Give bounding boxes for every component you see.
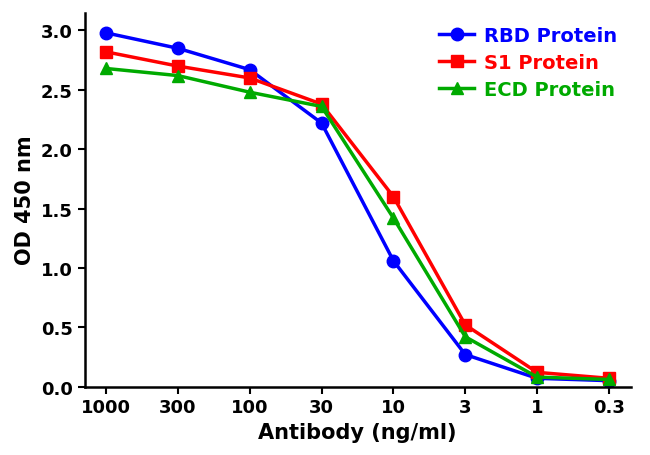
Line: RBD Protein: RBD Protein bbox=[100, 28, 615, 387]
S1 Protein bbox=[318, 102, 326, 107]
ECD Protein bbox=[533, 374, 541, 380]
S1 Protein bbox=[462, 323, 469, 328]
RBD Protein bbox=[102, 31, 110, 36]
ECD Protein bbox=[102, 66, 110, 72]
RBD Protein bbox=[246, 68, 254, 73]
ECD Protein bbox=[389, 216, 397, 221]
Line: ECD Protein: ECD Protein bbox=[100, 63, 615, 386]
RBD Protein bbox=[389, 258, 397, 264]
S1 Protein bbox=[102, 50, 110, 56]
Line: S1 Protein: S1 Protein bbox=[100, 46, 615, 384]
RBD Protein bbox=[533, 376, 541, 381]
S1 Protein bbox=[533, 370, 541, 375]
S1 Protein bbox=[246, 76, 254, 81]
ECD Protein bbox=[318, 105, 326, 110]
RBD Protein bbox=[605, 378, 613, 384]
ECD Protein bbox=[246, 90, 254, 96]
X-axis label: Antibody (ng/ml): Antibody (ng/ml) bbox=[258, 422, 457, 442]
ECD Protein bbox=[462, 334, 469, 340]
ECD Protein bbox=[605, 377, 613, 382]
Y-axis label: OD 450 nm: OD 450 nm bbox=[15, 136, 35, 265]
RBD Protein bbox=[174, 46, 182, 52]
S1 Protein bbox=[174, 64, 182, 70]
S1 Protein bbox=[389, 194, 397, 200]
Legend: RBD Protein, S1 Protein, ECD Protein: RBD Protein, S1 Protein, ECD Protein bbox=[431, 20, 625, 107]
S1 Protein bbox=[605, 376, 613, 381]
ECD Protein bbox=[174, 74, 182, 79]
RBD Protein bbox=[318, 121, 326, 126]
RBD Protein bbox=[462, 352, 469, 358]
